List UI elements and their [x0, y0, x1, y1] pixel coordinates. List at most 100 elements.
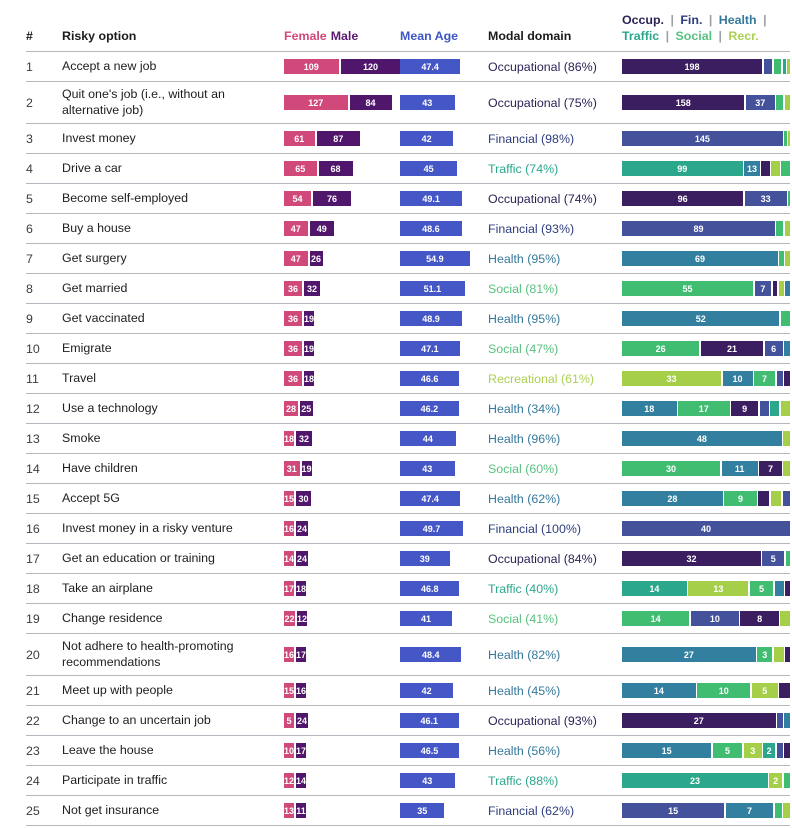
mean-age-bar: 46.6 [400, 371, 460, 386]
female-male-bars: 17 18 [284, 581, 400, 596]
mean-age-cell: 46.8 [400, 581, 488, 596]
mean-age-cell: 42 [400, 683, 488, 698]
risky-option-label: Drive a car [62, 160, 122, 175]
row-number: 1 [26, 59, 33, 74]
female-bar: 15 [284, 683, 294, 698]
domain-distribution-bar: 40 [622, 521, 790, 536]
table-row: 4 Drive a car 65 68 45 Traffic (74%) 99 13 [26, 154, 791, 184]
male-bar: 24 [296, 521, 308, 536]
domain-segment-tra [782, 59, 786, 74]
domain-segment-rec [773, 647, 784, 662]
domain-segment-rec: 33 [622, 371, 721, 386]
male-bar: 68 [318, 161, 353, 176]
domain-segment-rec: 3 [743, 743, 762, 758]
risky-option-label: Emigrate [62, 340, 112, 355]
modal-domain-label: Social (81%) [488, 281, 559, 296]
legend-item-soc: Social [675, 28, 713, 43]
female-male-bars: 14 24 [284, 551, 400, 566]
domain-segment-soc: 10 [697, 683, 751, 698]
domain-segment-soc [783, 773, 790, 788]
modal-domain-label: Health (96%) [488, 431, 561, 446]
male-bar: 84 [349, 95, 392, 110]
mean-age-bar: 48.6 [400, 221, 462, 236]
female-male-bars: 5 24 [284, 713, 400, 728]
domain-segment-occ [784, 371, 790, 386]
legend-separator: | [759, 12, 767, 27]
female-male-bars: 127 84 [284, 95, 400, 110]
risky-option-label: Leave the house [62, 742, 154, 757]
risky-option-label: Have children [62, 460, 138, 475]
domain-distribution-bar: 23 2 [622, 773, 790, 788]
risky-option-label: Get married [62, 280, 128, 295]
risky-option-label: Not get insurance [62, 802, 160, 817]
table-row: 1 Accept a new job 109 120 47.4 Occupational … [26, 52, 790, 82]
mean-age-bar: 41 [400, 611, 453, 626]
row-number: 6 [26, 221, 33, 236]
domain-distribution-bar: 30 11 7 [622, 461, 790, 476]
table-row: 10 Emigrate 36 19 47.1 Social (47%) 26 21 6 [26, 334, 791, 364]
domain-distribution-bar: 52 [622, 311, 790, 326]
domain-segment-occ [785, 581, 790, 596]
row-number: 21 [26, 683, 40, 698]
table-row: 2 Quit one's job (i.e., without an altern… [26, 82, 790, 124]
mean-age-bar: 46.1 [400, 713, 459, 728]
mean-age-cell: 48.9 [400, 311, 488, 326]
mean-age-bar: 54.9 [400, 251, 470, 266]
modal-domain-label: Social (41%) [488, 611, 559, 626]
domain-distribution-bar: 15 5 3 2 [622, 743, 790, 758]
row-number: 11 [26, 371, 39, 386]
domain-segment-fin [777, 713, 783, 728]
domain-distribution-bar: 14 10 5 [622, 683, 790, 698]
row-number: 10 [26, 341, 40, 356]
female-male-bars: 15 30 [284, 491, 400, 506]
domain-distribution-bar: 15 7 [622, 803, 790, 818]
modal-domain-label: Health (95%) [488, 311, 561, 326]
female-bar: 12 [284, 773, 294, 788]
table-row: 25 Not get insurance 13 11 35 Financial (62%)… [26, 796, 790, 826]
domain-segment-rec [770, 491, 782, 506]
male-bar: 19 [304, 341, 314, 356]
col-header-risky-option: Risky option [62, 28, 137, 43]
domain-segment-tra [770, 401, 780, 416]
domain-segment-occ: 158 [622, 95, 745, 110]
domain-segment-soc [776, 221, 784, 236]
risky-option-label: Not adhere to health-promoting recommend… [62, 639, 234, 669]
domain-segment-hea: 28 [622, 491, 723, 506]
row-number: 15 [26, 491, 40, 506]
legend-separator: | [667, 12, 678, 27]
male-bar: 32 [296, 431, 312, 446]
mean-age-bar: 35 [400, 803, 445, 818]
domain-distribution-bar: 198 [622, 59, 790, 74]
domain-segment-soc: 9 [724, 491, 757, 506]
domain-segment-soc: 3 [757, 647, 773, 662]
modal-domain-label: Social (60%) [488, 461, 559, 476]
row-number: 23 [26, 743, 40, 758]
row-number: 9 [26, 311, 33, 326]
domain-segment-hea: 52 [622, 311, 780, 326]
domain-segment-rec [780, 401, 790, 416]
table-body: 1 Accept a new job 109 120 47.4 Occupational … [26, 52, 791, 826]
domain-segment-soc: 5 [749, 581, 774, 596]
male-bar: 76 [313, 191, 351, 206]
mean-age-cell: 46.5 [400, 743, 488, 758]
domain-segment-soc [773, 59, 782, 74]
mean-age-bar: 51.1 [400, 281, 465, 296]
mean-age-bar: 43 [400, 461, 455, 476]
table-row: 17 Get an education or training 14 24 39 Occu… [26, 544, 790, 574]
mean-age-bar: 49.1 [400, 191, 463, 206]
female-bar: 16 [284, 647, 294, 662]
female-male-bars: 16 24 [284, 521, 400, 536]
modal-domain-label: Occupational (84%) [488, 551, 597, 566]
table-row: 6 Buy a house 47 49 48.6 Financial (93%) 89 [26, 214, 790, 244]
domain-segment-soc [779, 251, 784, 266]
table-row: 21 Meet up with people 15 16 42 Health (45%) 1… [26, 676, 790, 706]
domain-segment-rec: 13 [688, 581, 749, 596]
col-header-num: # [26, 28, 33, 43]
female-bar: 36 [284, 341, 302, 356]
domain-segment-hea: 15 [622, 743, 712, 758]
mean-age-cell: 43 [400, 773, 488, 788]
table-row: 9 Get vaccinated 36 19 48.9 Health (95%) 52 [26, 304, 790, 334]
row-number: 17 [26, 551, 40, 566]
male-bar: 18 [296, 581, 306, 596]
female-bar: 47 [284, 251, 308, 266]
